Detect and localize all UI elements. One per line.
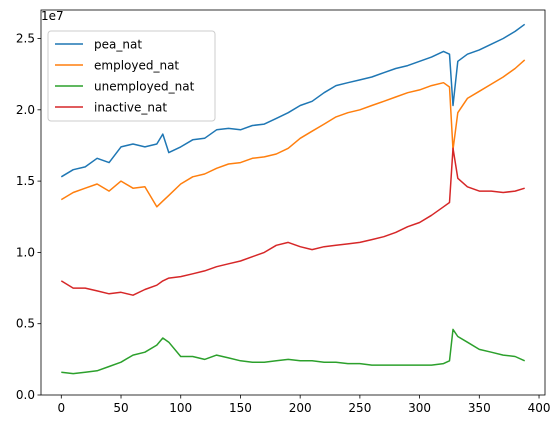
x-tick-label: 150 (229, 401, 252, 415)
series-line-2 (61, 328, 526, 375)
legend-label-1: employed_nat (94, 59, 179, 73)
plot-frame (40, 9, 546, 396)
legend-box (47, 30, 216, 122)
x-tick-label: 0 (57, 401, 65, 415)
legend-label-0: pea_nat (94, 38, 142, 52)
y-tick-label: 2.5 (16, 32, 35, 46)
x-tick-label: 400 (528, 401, 551, 415)
y-tick-label: 1.0 (16, 245, 35, 259)
y-offset-label: 1e7 (41, 9, 64, 23)
y-tick-label: 1.5 (16, 174, 35, 188)
y-tick-label: 0.5 (16, 317, 35, 331)
x-tick-label: 300 (408, 401, 431, 415)
y-tick-label: 0.0 (16, 388, 35, 402)
x-tick-label: 100 (169, 401, 192, 415)
legend-label-3: inactive_nat (94, 101, 167, 115)
series-layer (60, 23, 526, 375)
x-tick-label: 350 (468, 401, 491, 415)
x-axis: 0 50 100 150 200 250 300 350 400 (57, 395, 550, 415)
series-line-0 (60, 23, 526, 178)
y-tick-label: 2.0 (16, 103, 35, 117)
series-line-3 (60, 147, 525, 296)
x-tick-label: 200 (289, 401, 312, 415)
x-tick-label: 50 (113, 401, 128, 415)
y-axis: 0.0 0.5 1.0 1.5 2.0 2.5 (16, 32, 41, 402)
legend-label-2: unemployed_nat (94, 80, 195, 94)
x-tick-label: 250 (348, 401, 371, 415)
legend: pea_nat employed_nat unemployed_natinactiv… (47, 30, 216, 122)
